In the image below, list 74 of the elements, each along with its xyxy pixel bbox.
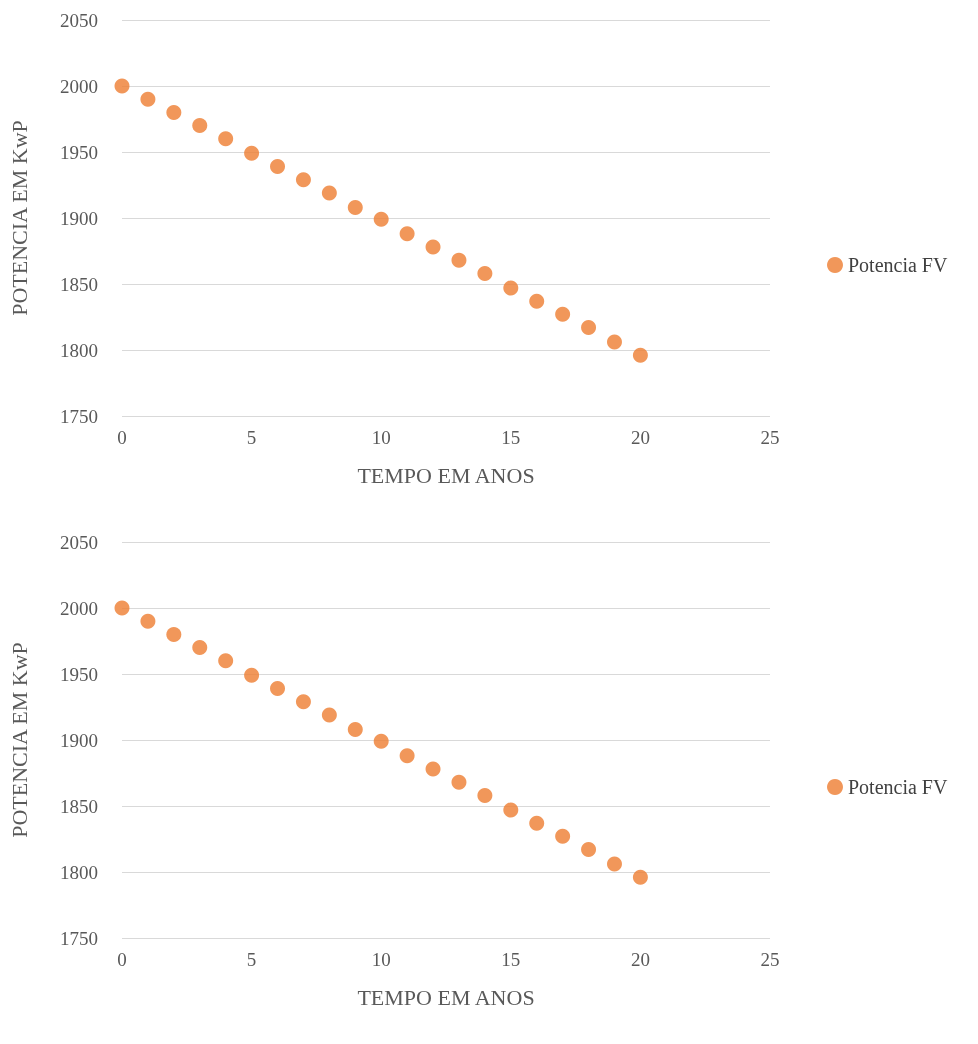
y-tick-label: 2050: [60, 531, 98, 553]
point: [114, 600, 130, 616]
y-tick-label: 2050: [60, 9, 98, 31]
y-tick-label: 2000: [60, 597, 98, 619]
point: [295, 172, 311, 188]
y-tick-label: 1800: [60, 861, 98, 883]
legend-label: Potencia FV: [848, 776, 948, 798]
point: [321, 185, 337, 201]
x-tick-label: 0: [117, 427, 127, 448]
point: [192, 640, 208, 656]
point: [140, 91, 156, 107]
x-tick-label: 15: [501, 427, 521, 448]
point: [373, 211, 389, 227]
point: [477, 265, 493, 281]
point: [425, 239, 441, 255]
point: [399, 748, 415, 764]
y-tick-label: 1750: [60, 927, 98, 949]
y-tick-label: 1950: [60, 141, 98, 163]
point: [270, 681, 286, 697]
x-tick-label: 10: [371, 949, 391, 970]
x-tick-label: 25: [760, 427, 780, 448]
point: [399, 226, 415, 242]
point: [270, 159, 286, 175]
point: [581, 320, 597, 336]
point: [632, 347, 648, 363]
legend-label: Potencia FV: [848, 254, 948, 276]
x-tick-label: 15: [501, 949, 521, 970]
y-tick-label: 1900: [60, 207, 98, 229]
y-tick-label: 1850: [60, 795, 98, 817]
point: [503, 802, 519, 818]
point: [347, 721, 363, 737]
point: [140, 613, 156, 629]
y-tick-label: 1850: [60, 273, 98, 295]
y-tick-label: 1900: [60, 729, 98, 751]
point: [607, 334, 622, 350]
x-tick-label: 5: [246, 949, 257, 970]
point: [581, 842, 597, 858]
point: [347, 199, 363, 215]
point: [503, 280, 519, 296]
point: [529, 815, 545, 831]
point: [607, 856, 622, 872]
y-tick-label: 1750: [60, 405, 98, 427]
point: [555, 828, 571, 844]
point: [477, 787, 493, 803]
y-tick-label: 2000: [60, 75, 98, 97]
point: [555, 306, 571, 322]
y-tick-label: 1950: [60, 663, 98, 685]
point: [632, 869, 648, 885]
x-tick-label: 0: [117, 949, 127, 970]
x-tick-label: 10: [371, 427, 391, 448]
point: [218, 653, 234, 669]
point: [529, 293, 545, 309]
x-tick-label: 5: [246, 427, 257, 448]
point: [244, 667, 260, 683]
point: [451, 252, 467, 268]
x-tick-label: 25: [760, 949, 780, 970]
point: [218, 131, 234, 147]
point: [114, 78, 130, 94]
point: [321, 707, 337, 723]
point: [166, 626, 182, 642]
y-axis-title: POTENCIA EM KwP: [6, 120, 32, 316]
x-axis-title: TEMPO EM ANOS: [357, 984, 535, 1010]
point: [373, 733, 389, 749]
x-tick-label: 20: [630, 949, 650, 970]
point: [451, 774, 467, 790]
point: [166, 104, 182, 120]
x-axis-title: TEMPO EM ANOS: [357, 462, 535, 488]
y-tick-label: 1800: [60, 339, 98, 361]
point: [425, 761, 441, 777]
y-axis-title: POTENCIA EM KwP: [6, 642, 32, 838]
x-tick-label: 20: [630, 427, 650, 448]
point: [295, 694, 311, 710]
point: [192, 118, 208, 134]
point: [244, 145, 260, 161]
